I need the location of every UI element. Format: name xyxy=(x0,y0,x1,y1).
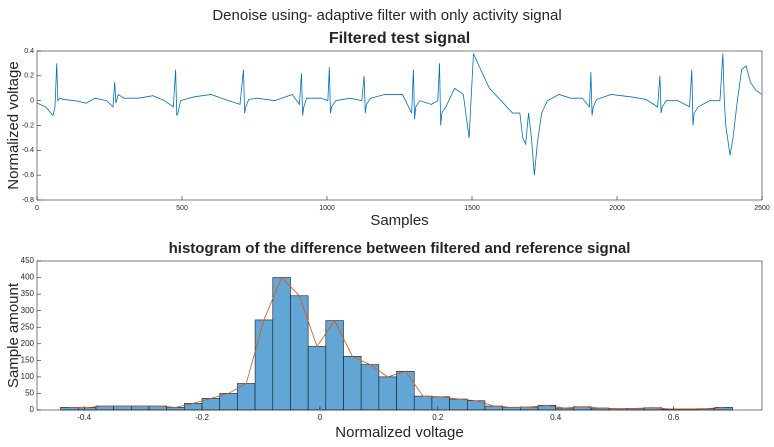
axes-title: histogram of the difference between filt… xyxy=(169,240,631,257)
y-tick-label: 150 xyxy=(21,355,35,364)
y-tick-label: 200 xyxy=(21,339,35,348)
y-tick-label: -0.6 xyxy=(22,172,34,179)
histogram-bar xyxy=(343,356,362,411)
y-tick-label: 350 xyxy=(21,289,35,298)
x-tick-label: 0.4 xyxy=(550,413,562,422)
y-axis-label: Sample amount xyxy=(5,282,22,388)
x-tick-label: 0 xyxy=(318,413,323,422)
axes-title: Filtered test signal xyxy=(329,30,470,47)
y-tick-label: 100 xyxy=(21,372,35,381)
axes-box xyxy=(36,260,763,411)
x-tick-label: 0 xyxy=(35,205,39,212)
x-tick-label: 1500 xyxy=(464,205,480,212)
y-tick-label: 300 xyxy=(21,306,35,315)
y-tick-label: 400 xyxy=(21,273,35,282)
histogram-bar xyxy=(131,405,150,411)
histogram-bar xyxy=(254,319,274,411)
axes-box xyxy=(36,50,763,201)
y-tick-label: -0.2 xyxy=(22,122,34,129)
histogram-bar xyxy=(431,396,450,411)
y-tick-label: -0.4 xyxy=(22,147,34,154)
x-tick-label: -0.2 xyxy=(195,413,209,422)
y-tick-label: 0.4 xyxy=(24,48,34,55)
histogram-bar xyxy=(272,277,291,411)
histogram-bar xyxy=(113,405,132,411)
histogram-bar xyxy=(360,364,380,411)
x-tick-label: 2500 xyxy=(754,205,770,212)
signal-line xyxy=(36,53,763,176)
histogram-bar xyxy=(396,370,415,411)
y-tick-label: 0.2 xyxy=(24,73,34,80)
x-tick-label: 500 xyxy=(176,205,188,212)
histogram-bar xyxy=(449,398,468,411)
histogram-bar xyxy=(466,400,486,411)
histogram-bar xyxy=(413,395,433,411)
y-tick-label: -0.8 xyxy=(22,197,34,204)
histogram-bar xyxy=(237,383,256,411)
x-tick-label: 1000 xyxy=(319,205,335,212)
y-tick-label: 250 xyxy=(21,322,35,331)
histogram-bar xyxy=(307,346,327,411)
x-tick-label: 0.2 xyxy=(432,413,444,422)
figure-title: Denoise using- adaptive filter with only… xyxy=(212,7,561,24)
y-tick-label: 50 xyxy=(25,389,34,398)
x-axis-label: Normalized voltage xyxy=(335,424,463,441)
frequency-polygon xyxy=(69,276,724,410)
y-axis-label: Normalized voltage xyxy=(5,61,22,189)
x-tick-label: -0.4 xyxy=(77,413,91,422)
x-tick-label: 0.6 xyxy=(668,413,680,422)
x-tick-label: 2000 xyxy=(609,205,625,212)
x-axis-label: Samples xyxy=(370,212,428,229)
y-tick-label: 450 xyxy=(21,256,35,265)
histogram-bar xyxy=(219,393,238,411)
y-tick-label: 0 xyxy=(30,405,35,414)
y-tick-label: 0 xyxy=(30,98,34,105)
histogram-bar xyxy=(378,376,397,411)
